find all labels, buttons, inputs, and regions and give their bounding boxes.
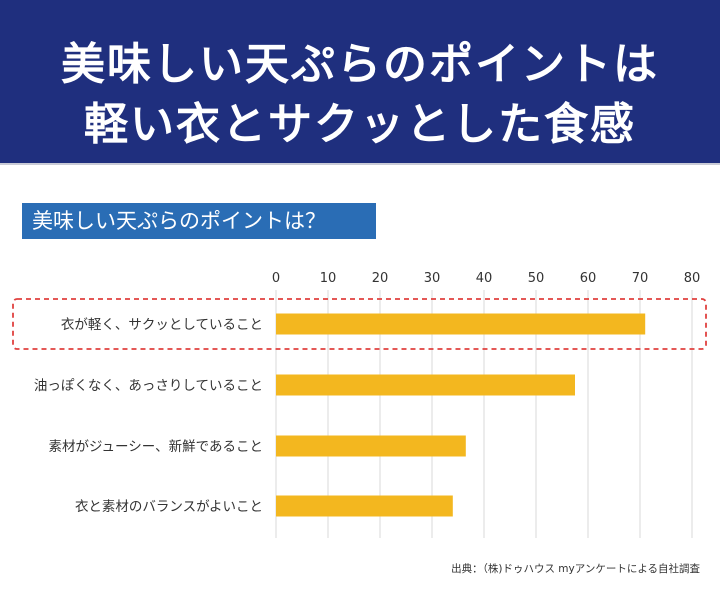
bar [276,313,646,335]
category-label: 素材がジューシー、新鮮であること [48,439,263,455]
x-tick-label: 30 [424,271,441,286]
chart-title: 美味しい天ぷらのポイントは？ [22,203,376,239]
x-tick-label: 60 [580,271,597,286]
x-tick-label: 20 [372,271,389,286]
headline-line-1: 美味しい天ぷらのポイントは [61,39,659,90]
source-note: 出典：（株)ドゥハウス myアンケートによる自社調査 [451,563,700,575]
highlight-box [12,298,707,350]
x-tick-label: 50 [528,271,545,286]
x-tick-label: 10 [320,271,337,286]
x-tick-label: 40 [476,271,493,286]
category-label: 油っぽくなく、あっさりしていること [34,378,263,394]
x-tick-label: 80 [684,271,701,286]
category-label: 衣と素材のバランスがよいこと [75,499,263,515]
bar [276,435,466,457]
x-tick-label: 70 [632,271,649,286]
x-tick-label: 0 [272,271,280,286]
bar [276,374,575,396]
header-banner: 美味しい天ぷらのポイントは 軽い衣とサクッとした食感 [0,0,720,165]
bar [276,495,453,517]
headline-line-2: 軽い衣とサクッとした食感 [84,99,636,150]
category-label: 衣が軽く、サクッとしていること [61,317,263,333]
